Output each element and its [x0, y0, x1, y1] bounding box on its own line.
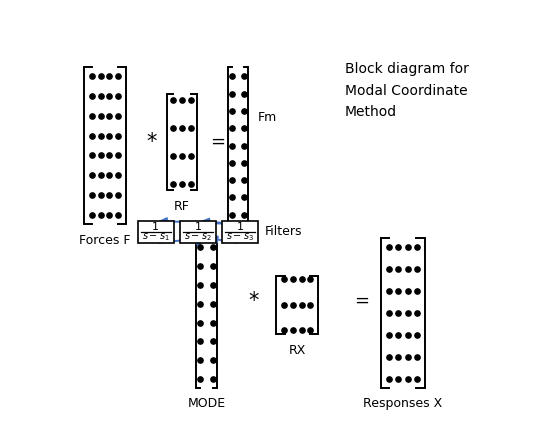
Text: MODE: MODE [187, 397, 226, 410]
Text: *: * [249, 291, 259, 311]
Text: 1: 1 [152, 222, 159, 233]
Text: 1: 1 [237, 222, 244, 233]
Bar [138, 221, 174, 243]
Bar [222, 221, 258, 243]
Text: =: = [354, 292, 369, 310]
Text: Filters: Filters [264, 226, 302, 238]
Bar [180, 221, 216, 243]
Text: *: * [146, 132, 156, 152]
Text: Fm: Fm [258, 111, 277, 124]
Text: Block diagram for
Modal Coordinate
Method: Block diagram for Modal Coordinate Metho… [345, 62, 469, 119]
Text: =: = [210, 133, 226, 151]
Text: $s-s_2$: $s-s_2$ [184, 231, 212, 243]
Text: 1: 1 [195, 222, 202, 233]
Text: $s-s_3$: $s-s_3$ [226, 231, 254, 243]
Text: RX: RX [288, 344, 306, 357]
Text: $s-s_1$: $s-s_1$ [142, 231, 169, 243]
Text: RF: RF [174, 200, 190, 213]
Text: Forces F: Forces F [80, 234, 131, 247]
Text: Responses X: Responses X [363, 397, 443, 410]
